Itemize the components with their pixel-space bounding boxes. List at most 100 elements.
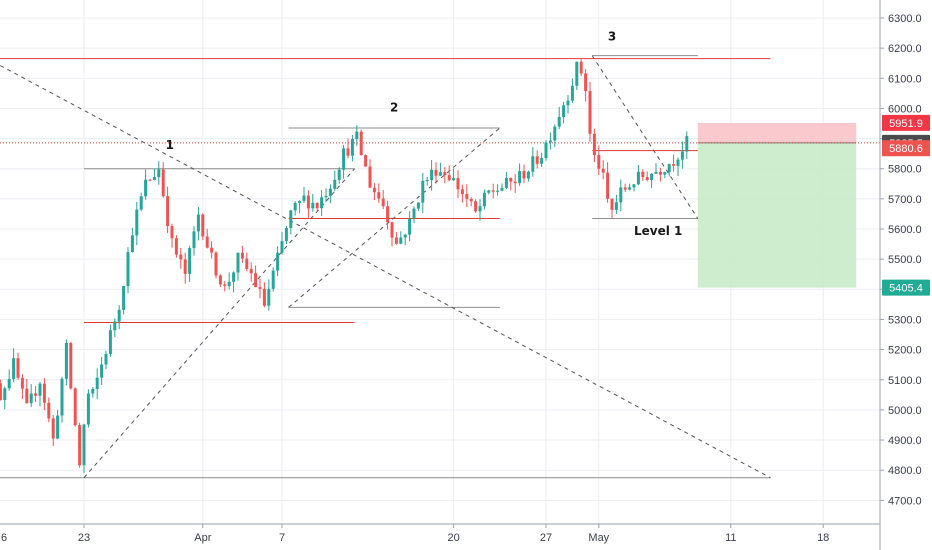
candle-up <box>135 209 139 236</box>
candle-down <box>161 169 165 197</box>
dashed-trendline <box>288 127 501 308</box>
stop-loss-zone <box>697 122 857 143</box>
candle-up <box>636 171 640 185</box>
candle-up <box>570 85 574 101</box>
candle-down <box>16 358 20 378</box>
candle-down <box>306 195 310 209</box>
candle-up <box>60 378 64 416</box>
price-tag <box>882 114 930 131</box>
y-tick-label: 5100.0 <box>888 375 922 387</box>
candle-down <box>394 237 398 244</box>
y-tick-label: 5800.0 <box>888 164 922 176</box>
candle-down <box>315 202 319 209</box>
candle-down <box>34 393 38 396</box>
candle-up <box>632 184 636 188</box>
candle-down <box>210 247 214 253</box>
candle-up <box>284 227 288 242</box>
candle-up <box>12 358 16 380</box>
candle-down <box>201 214 205 237</box>
candle-down <box>42 383 46 403</box>
candle-down <box>170 226 174 239</box>
candle-up <box>650 173 654 181</box>
candle-up <box>654 171 658 174</box>
candle-down <box>579 61 583 74</box>
candle-down <box>491 190 495 192</box>
candle-up <box>196 214 200 232</box>
candle-up <box>311 202 315 209</box>
candle-up <box>685 136 689 152</box>
candle-down <box>245 258 249 269</box>
candle-up <box>628 187 632 190</box>
candle-up <box>416 202 420 209</box>
y-tick-label: 5300.0 <box>888 314 922 326</box>
candle-up <box>504 177 508 188</box>
candle-up <box>64 342 68 379</box>
candle-up <box>478 206 482 212</box>
candle-down <box>623 187 627 190</box>
y-tick-label: 4700.0 <box>888 495 922 507</box>
candle-up <box>518 171 522 184</box>
candle-up <box>614 202 618 210</box>
candle-down <box>460 189 464 195</box>
candle-down <box>368 166 372 188</box>
candle-down <box>522 171 526 179</box>
candle-down <box>47 402 51 419</box>
y-tick-label: 4900.0 <box>888 435 922 447</box>
candle-up <box>100 364 104 378</box>
candle-down <box>346 148 350 156</box>
horizontal-levels <box>0 55 880 479</box>
candle-down <box>249 268 253 274</box>
candle-up <box>557 117 561 127</box>
candle-up <box>328 188 332 196</box>
candle-down <box>610 198 614 210</box>
x-tick-label: Apr <box>194 532 211 544</box>
candle-up <box>355 131 359 140</box>
dashed-trendlines <box>0 55 771 479</box>
candle-down <box>658 171 662 175</box>
candle-down <box>183 259 187 274</box>
x-tick-label: 7 <box>279 532 285 544</box>
candle-up <box>117 309 121 322</box>
candle-up <box>438 172 442 176</box>
candle-down <box>588 91 592 134</box>
candle-down <box>148 179 152 181</box>
candle-down <box>474 201 478 212</box>
position-zones <box>697 122 857 288</box>
candle-up <box>280 241 284 253</box>
candle-up <box>276 252 280 271</box>
candle-down <box>509 177 513 182</box>
candle-down <box>69 342 73 389</box>
price-tag-label: 5405.4 <box>889 283 923 295</box>
candle-up <box>500 187 504 191</box>
candle-down <box>166 196 170 227</box>
x-tick-label: 6 <box>1 532 7 544</box>
candle-up <box>544 142 548 159</box>
candle-up <box>324 195 328 198</box>
candle-down <box>390 222 394 238</box>
candle-down <box>0 383 2 401</box>
price-tag <box>882 279 930 296</box>
candle-down <box>372 187 376 193</box>
candle-down <box>78 425 82 466</box>
candle-down <box>443 172 447 176</box>
candle-down <box>364 155 368 167</box>
y-tick-label: 6000.0 <box>888 103 922 115</box>
candle-down <box>465 194 469 199</box>
candle-up <box>130 235 134 253</box>
candle-up <box>293 202 297 211</box>
candle-down <box>456 178 460 190</box>
y-tick-label: 5200.0 <box>888 345 922 357</box>
candle-up <box>289 210 293 228</box>
candle-up <box>232 272 236 282</box>
candle-down <box>254 273 258 288</box>
candle-down <box>584 73 588 92</box>
price-tag-label: 5880.6 <box>889 143 923 155</box>
price-tag <box>882 140 930 157</box>
x-tick-label: 20 <box>447 532 459 544</box>
candle-up <box>496 190 500 192</box>
x-tick-label: 27 <box>540 532 552 544</box>
candle-down <box>513 181 517 184</box>
candle-up <box>7 379 11 389</box>
candle-up <box>452 178 456 181</box>
